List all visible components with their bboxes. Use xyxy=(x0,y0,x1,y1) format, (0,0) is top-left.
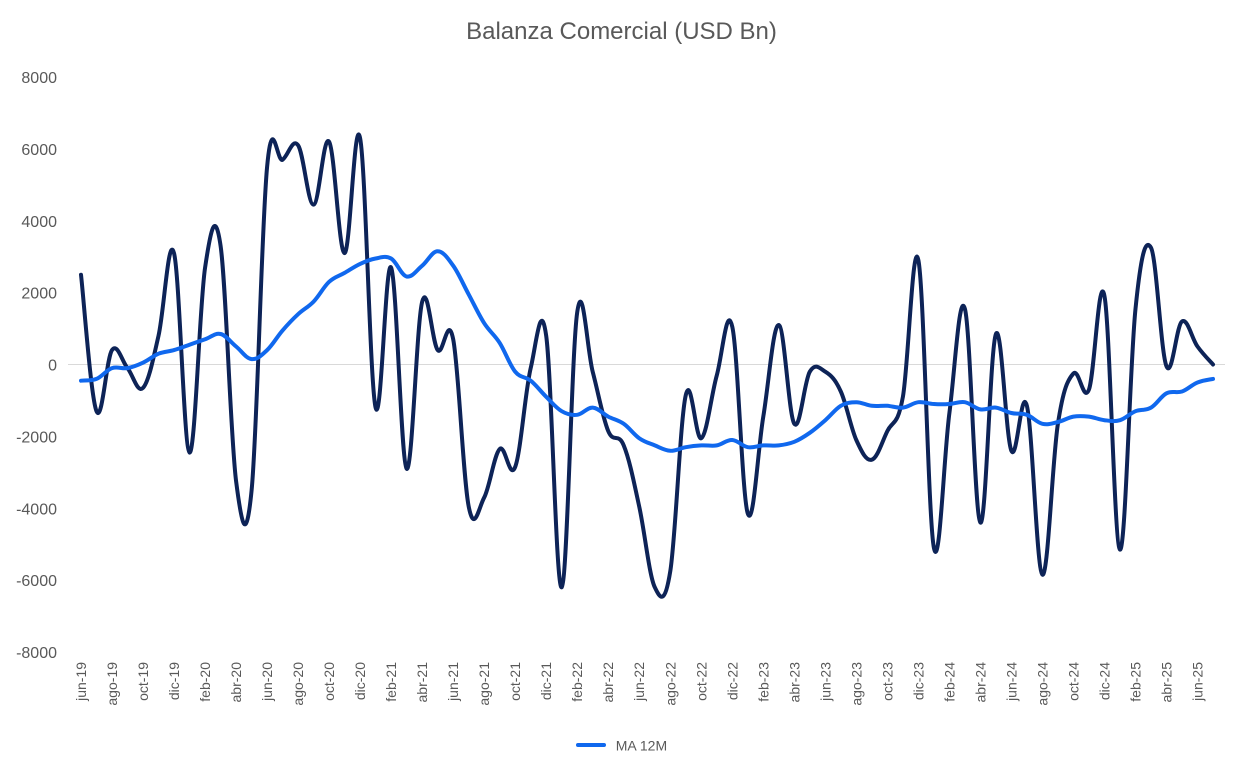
y-tick-label: -8000 xyxy=(16,645,57,662)
x-tick-label: feb-24 xyxy=(941,662,957,702)
y-tick-label: 6000 xyxy=(21,142,57,159)
y-tick-label: 0 xyxy=(48,358,57,375)
x-tick-label: feb-21 xyxy=(383,662,399,702)
x-tick-label: jun-20 xyxy=(259,662,275,702)
y-tick-label: 2000 xyxy=(21,286,57,303)
x-tick-label: jun-24 xyxy=(1003,662,1019,702)
x-tick-label: ago-24 xyxy=(1034,662,1050,706)
legend-label-ma-12m: MA 12M xyxy=(615,737,668,754)
x-tick-label: dic-20 xyxy=(352,662,368,700)
y-tick-label: 8000 xyxy=(21,70,57,87)
x-tick-label: jun-21 xyxy=(445,662,461,702)
x-tick-label: feb-25 xyxy=(1127,662,1143,702)
x-tick-label: ago-23 xyxy=(848,662,864,706)
x-tick-label: jun-25 xyxy=(1189,662,1205,702)
x-tick-label: oct-24 xyxy=(1065,662,1081,701)
chart-title: Balanza Comercial (USD Bn) xyxy=(466,18,777,45)
x-tick-label: dic-23 xyxy=(910,662,926,700)
x-tick-label: abr-20 xyxy=(228,662,244,703)
x-tick-label: abr-25 xyxy=(1158,662,1174,703)
x-tick-label: oct-20 xyxy=(321,662,337,701)
x-tick-label: feb-20 xyxy=(197,662,213,702)
x-tick-label: feb-23 xyxy=(755,662,771,702)
legend: MA 12M xyxy=(0,736,1243,753)
x-tick-label: dic-24 xyxy=(1096,662,1112,700)
x-tick-label: jun-19 xyxy=(73,662,89,702)
x-tick-label: dic-21 xyxy=(538,662,554,700)
y-tick-label: -2000 xyxy=(16,429,57,446)
x-tick-label: abr-23 xyxy=(786,662,802,703)
x-tick-label: feb-22 xyxy=(569,662,585,702)
x-tick-label: jun-23 xyxy=(817,662,833,702)
x-tick-label: abr-24 xyxy=(972,662,988,703)
x-tick-label: ago-19 xyxy=(104,662,120,706)
x-tick-label: abr-22 xyxy=(600,662,616,703)
x-tick-label: oct-19 xyxy=(135,662,151,701)
x-tick-label: dic-19 xyxy=(166,662,182,700)
x-tick-label: ago-20 xyxy=(290,662,306,706)
x-tick-label: oct-22 xyxy=(693,662,709,701)
y-tick-label: -6000 xyxy=(16,573,57,590)
x-tick-label: jun-22 xyxy=(631,662,647,702)
series-line-ma-12m xyxy=(79,249,1215,453)
x-tick-label: ago-21 xyxy=(476,662,492,706)
x-tick-label: oct-23 xyxy=(879,662,895,701)
x-tick-label: dic-22 xyxy=(724,662,740,700)
x-tick-label: oct-21 xyxy=(507,662,523,701)
y-tick-label: 4000 xyxy=(21,214,57,231)
legend-swatch-ma-12m xyxy=(575,743,606,748)
x-tick-label: abr-21 xyxy=(414,662,430,703)
x-tick-label: ago-22 xyxy=(662,662,678,706)
series-line-balanza xyxy=(79,132,1215,599)
y-tick-label: -4000 xyxy=(16,501,57,518)
